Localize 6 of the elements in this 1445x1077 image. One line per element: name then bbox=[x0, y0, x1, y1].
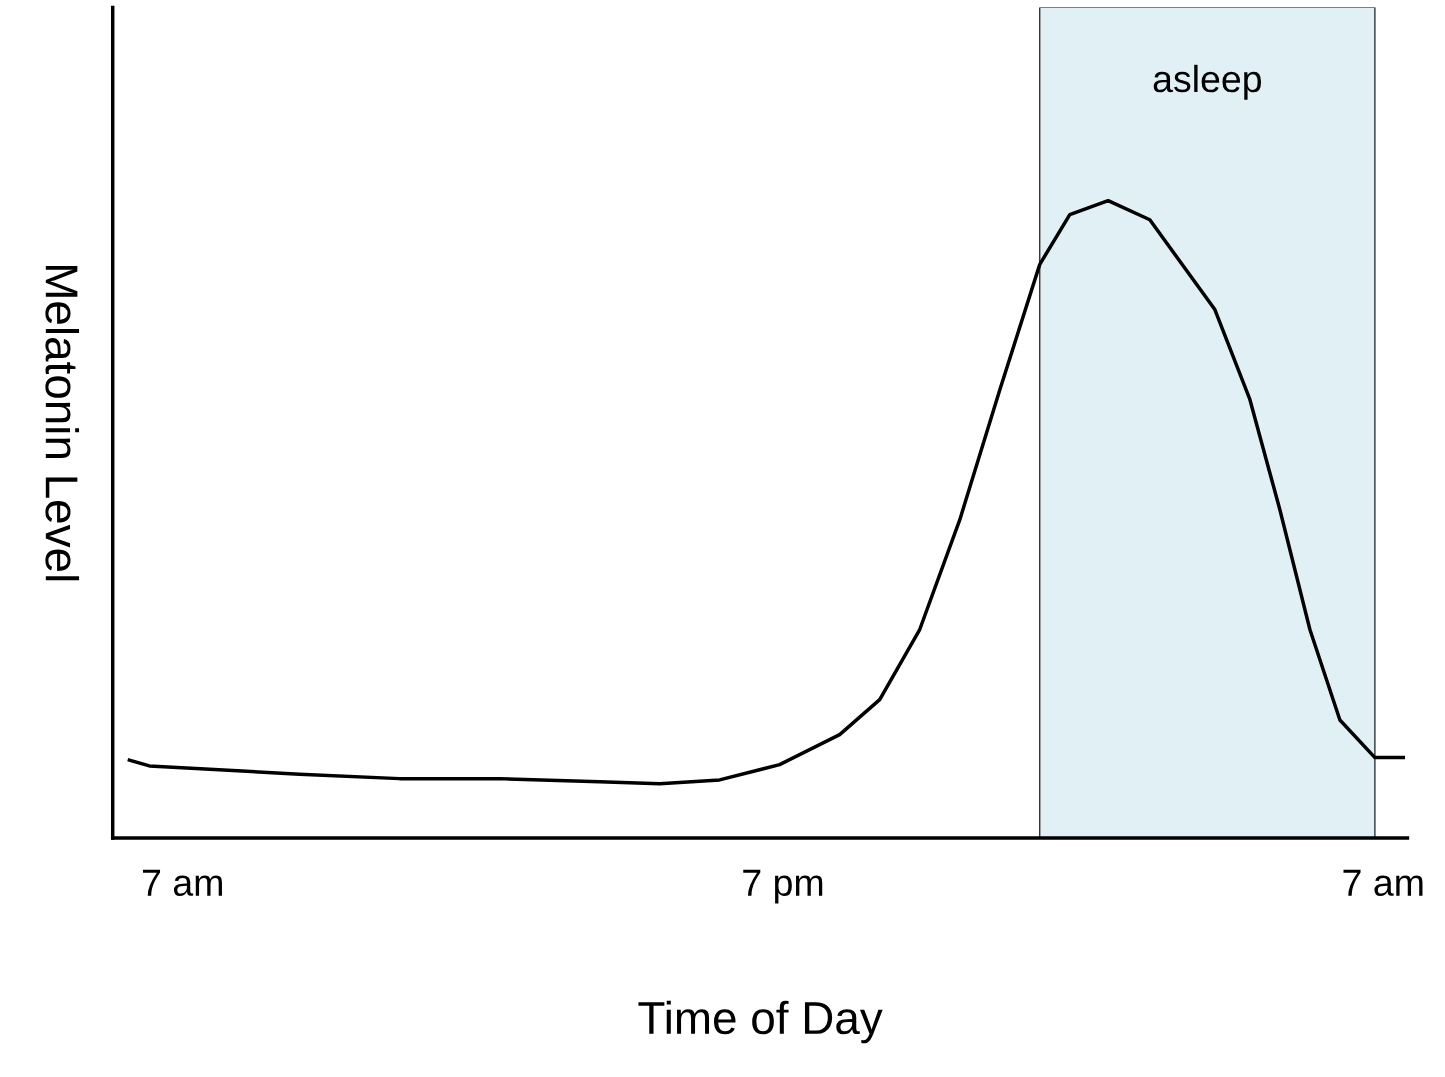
x-tick-label: 7 am bbox=[1343, 869, 1423, 897]
x-tick-label: 7 pm bbox=[743, 869, 823, 904]
x-axis-title: Time of Day bbox=[638, 1000, 883, 1044]
band-label: asleep bbox=[1153, 64, 1262, 100]
x-tick-label: 7 am bbox=[142, 869, 222, 897]
y-axis-title: Melatonin Level bbox=[45, 265, 80, 581]
